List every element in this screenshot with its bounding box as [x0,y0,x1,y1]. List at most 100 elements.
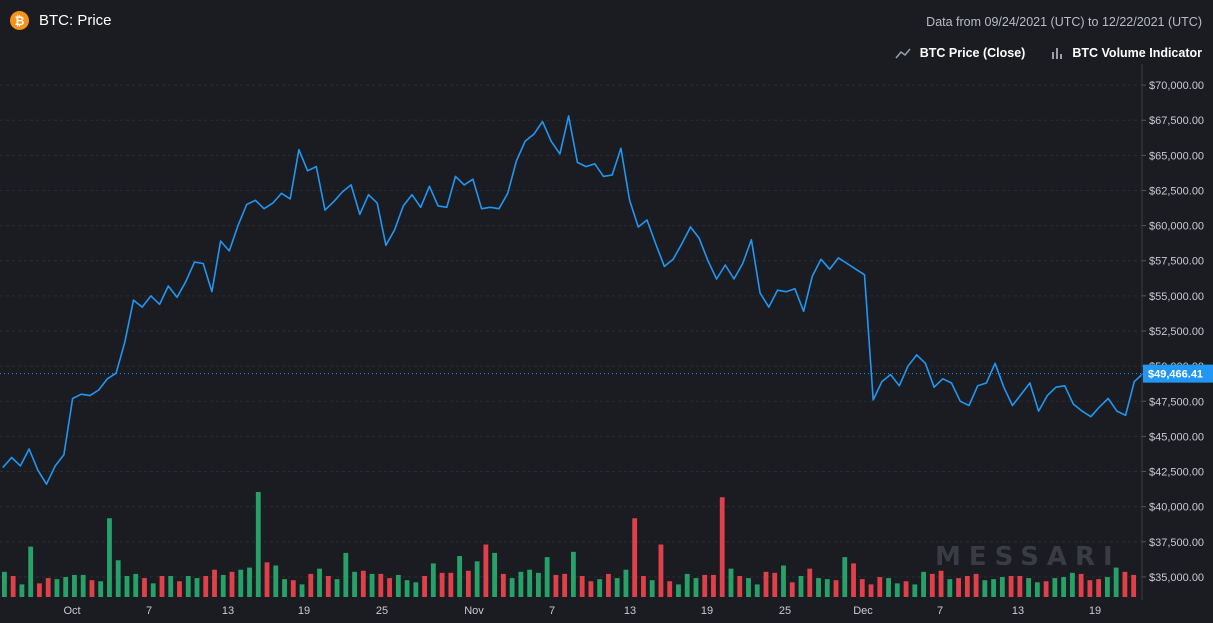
price-point [837,257,840,259]
price-point [872,399,874,401]
volume-bar [632,518,638,597]
price-point [402,205,404,207]
price-point [759,292,761,294]
y-tick-label: $60,000.00 [1149,221,1204,233]
volume-bar [991,579,996,597]
price-point [298,149,300,151]
price-point [672,258,674,260]
price-point [768,306,770,308]
volume-bar [527,569,533,597]
price-point [280,192,283,194]
volume-bar [649,580,655,597]
volume-bar [343,552,349,597]
price-point [646,219,648,221]
price-point [420,206,422,208]
y-axis: $35,000.00 $37,500.00 $40,000.00 $42,500.00… [1141,64,1204,600]
legend-item-volume[interactable]: BTC Volume Indicator [1051,46,1202,60]
volume-bar [886,578,891,597]
volume-bar [395,574,401,597]
volume-bar [973,573,979,597]
price-point [1020,393,1022,395]
volume-bar [10,576,16,597]
price-point [733,278,735,280]
volume-bar [308,573,314,597]
volume-bar [719,497,725,597]
volume-bar [63,577,69,597]
price-point [994,362,996,364]
x-tick-label: Nov [464,605,484,617]
volume-bar [1113,567,1119,597]
price-point [150,295,152,297]
volume-bar [982,580,988,597]
price-point [742,262,744,265]
volume-bar [1008,576,1014,597]
volume-bar [544,557,550,597]
price-point [776,289,779,291]
price-point [985,382,987,384]
y-tick-label: $45,000.00 [1149,431,1204,443]
volume-bar [964,576,970,597]
volume-bar [1096,579,1102,597]
x-tick-label: 13 [1012,605,1024,617]
x-tick-label: Dec [853,605,873,617]
price-point [237,225,239,227]
price-point [794,288,796,290]
legend-item-price[interactable]: BTC Price (Close) [895,46,1025,60]
volume-bar [606,573,611,597]
volume-bar [2,571,7,597]
volume-bar [80,574,86,597]
price-point [446,206,448,208]
volume-bar [728,568,734,597]
price-point [750,239,752,241]
price-point [507,192,509,194]
price-point [428,185,431,187]
price-point [1098,406,1101,408]
price-point [698,237,700,239]
last-price-label: $49,466.41 [1148,369,1203,381]
price-point [559,153,561,155]
volume-bar [422,576,427,597]
volume-bar [1122,571,1128,597]
legend-volume-label: BTC Volume Indicator [1072,46,1202,60]
volume-bar [842,557,848,597]
price-point [663,265,665,267]
price-point [594,163,596,165]
volume-bar [518,571,524,597]
price-point [28,448,30,450]
volume-bar [903,581,909,597]
chart-header: ₿ BTC: Price Data from 09/24/2021 (UTC) … [0,0,1213,40]
volume-bar [947,579,953,597]
price-point [54,465,56,467]
price-point [45,483,48,485]
price-point [246,203,248,206]
price-point [881,380,883,383]
price-point [228,250,230,252]
volume-bar [448,572,454,597]
x-tick-label: Oct [63,605,80,617]
volume-bar [212,569,217,597]
y-tick-label: $57,500.00 [1149,256,1204,268]
volume-bar [868,584,874,597]
price-point [628,199,631,201]
messari-watermark: MESSARI [935,542,1121,572]
volume-bar [369,573,375,597]
price-series [0,115,1144,486]
price-point [376,202,378,204]
volume-bar [37,583,42,597]
volume-bar [1034,582,1040,597]
volume-bar [483,544,489,597]
price-point [359,213,361,215]
price-point [1090,416,1092,418]
volume-bar [597,579,603,597]
price-point [811,275,813,277]
volume-bar [1087,580,1093,597]
price-point [1133,380,1135,383]
date-range-label: Data from 09/24/2021 (UTC) to 12/22/2021… [926,15,1202,29]
volume-bar [1061,577,1067,597]
bitcoin-icon: ₿ [10,11,29,30]
volume-bar [325,576,331,597]
volume-bar [1104,577,1110,597]
price-point [1055,386,1057,388]
price-point [1116,410,1118,412]
